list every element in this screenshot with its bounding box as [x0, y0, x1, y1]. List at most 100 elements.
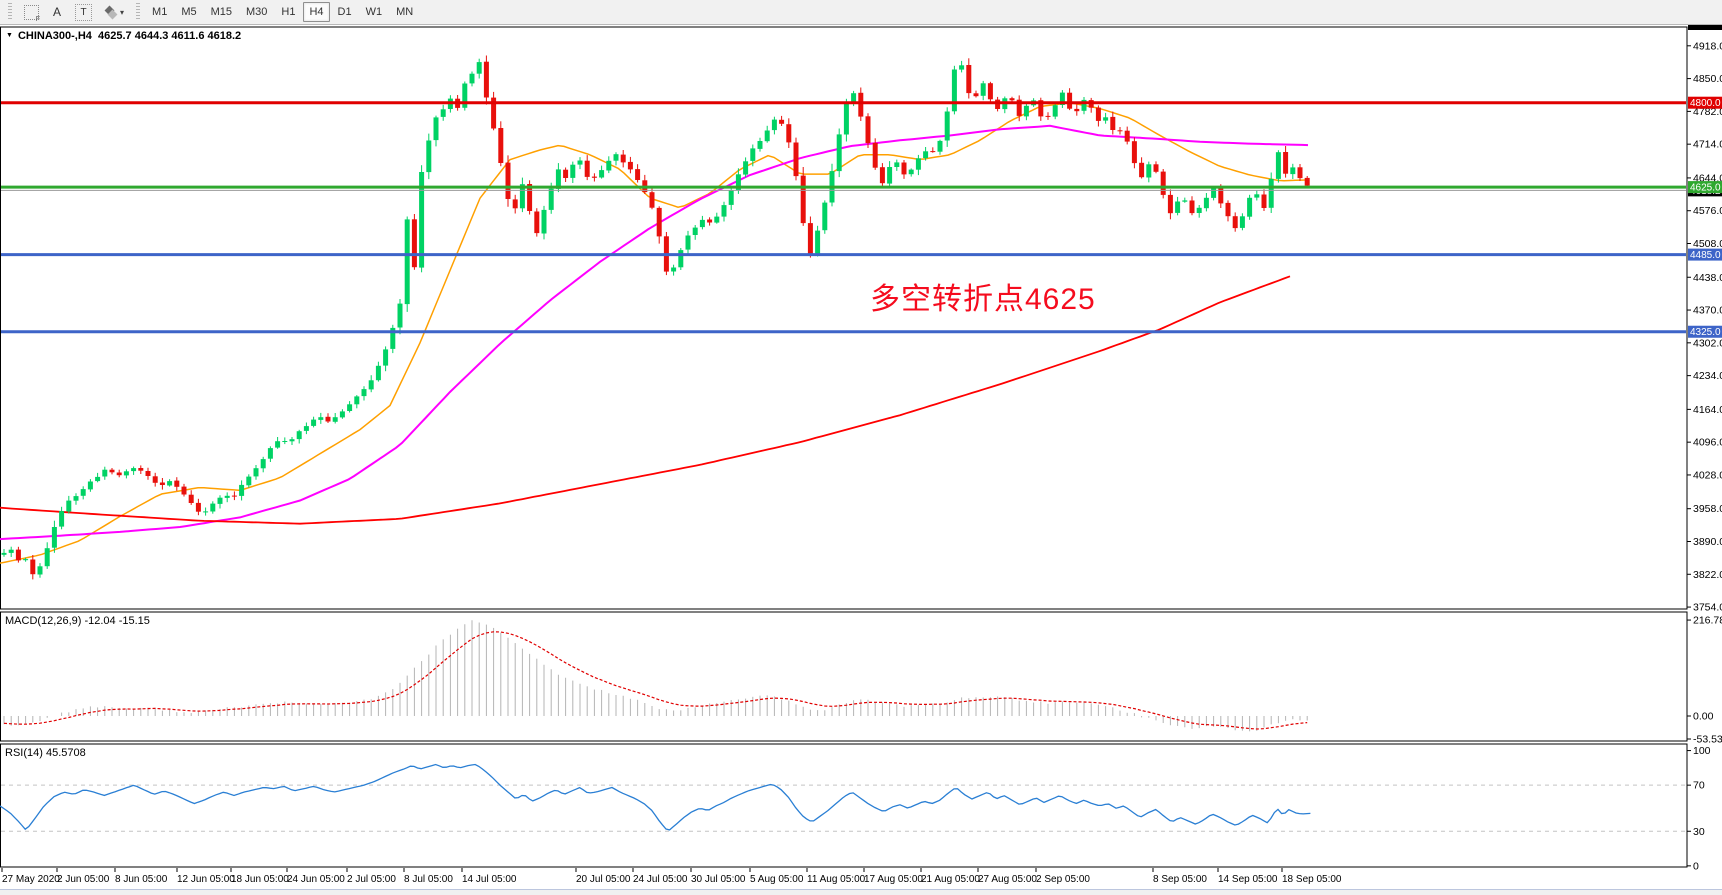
- candle-body: [73, 496, 79, 501]
- candle-body: [800, 175, 806, 224]
- candle-body: [1139, 162, 1145, 178]
- price-tick-label: 4576.0: [1693, 205, 1722, 217]
- candle-body: [858, 92, 864, 117]
- shapes-tool-button[interactable]: ▾: [100, 2, 130, 22]
- candle-body: [555, 169, 561, 189]
- candle-body: [109, 469, 115, 473]
- candle-body: [757, 141, 763, 149]
- candle-body: [1189, 200, 1195, 214]
- candle-body: [368, 380, 374, 390]
- candle-body: [1009, 98, 1015, 101]
- candle-body: [987, 83, 993, 100]
- candle-body: [1211, 187, 1217, 198]
- price-tick-label: 4918.0: [1693, 40, 1722, 52]
- text-label-tool-button[interactable]: A: [47, 2, 67, 22]
- candle-body: [59, 511, 65, 527]
- time-tick-label: 27 Aug 05:00: [978, 874, 1037, 885]
- candle-body: [527, 184, 533, 211]
- candle-body: [1095, 107, 1101, 121]
- candle-body: [786, 124, 792, 143]
- candle-body: [635, 169, 641, 180]
- candle-body: [210, 503, 216, 512]
- toolbar-grip[interactable]: [136, 3, 141, 21]
- price-tick-label: 4438.0: [1693, 272, 1722, 284]
- timeframe-button-M15[interactable]: M15: [210, 6, 232, 18]
- candle-body: [570, 164, 576, 178]
- status-strip: [0, 889, 1722, 895]
- timeframe-button-W1[interactable]: W1: [365, 6, 383, 18]
- candle-body: [685, 235, 691, 250]
- candle-body: [1304, 177, 1310, 186]
- candle-body: [246, 476, 252, 486]
- candle-body: [1067, 92, 1073, 109]
- candle-body: [1225, 202, 1231, 217]
- candle-body: [15, 549, 21, 561]
- candle-body: [563, 169, 569, 178]
- candle-body: [469, 73, 475, 84]
- candle-body: [1275, 152, 1281, 179]
- price-tick-label: 4028.0: [1693, 469, 1722, 481]
- rsi-tick-label: 70: [1693, 780, 1705, 792]
- candle-body: [390, 327, 396, 349]
- candle-body: [462, 83, 468, 108]
- candle-body: [1239, 216, 1245, 228]
- candle-body: [1117, 130, 1123, 132]
- chart-canvas[interactable]: 4918.04850.04782.04714.04644.04576.04508…: [0, 25, 1722, 895]
- candle-body: [440, 109, 446, 117]
- time-tick-label: 8 Sep 05:00: [1153, 874, 1207, 885]
- chevron-down-icon: ▾: [120, 7, 125, 17]
- candle-body: [51, 527, 57, 548]
- candle-body: [1182, 200, 1188, 202]
- time-tick-label: 20 Jul 05:00: [576, 874, 631, 885]
- candle-body: [512, 199, 518, 209]
- price-tick-label: 3958.0: [1693, 503, 1722, 515]
- candle-body: [678, 250, 684, 268]
- candle-body: [217, 497, 223, 504]
- candle-body: [419, 172, 425, 268]
- price-tick-label: 4782.0: [1693, 106, 1722, 118]
- price-tick-label: 3754.0: [1693, 602, 1722, 614]
- candle-body: [311, 419, 317, 426]
- timeframe-button-H4[interactable]: H4: [303, 2, 330, 22]
- candle-body: [735, 174, 741, 191]
- candle-body: [282, 441, 288, 442]
- candle-body: [887, 167, 893, 184]
- svg-text:4485.0: 4485.0: [1690, 250, 1721, 261]
- timeframe-button-MN[interactable]: MN: [396, 6, 414, 18]
- timeframe-button-M1[interactable]: M1: [152, 6, 168, 18]
- candle-body: [541, 209, 547, 234]
- timeframe-button-D1[interactable]: D1: [337, 6, 352, 18]
- candle-body: [224, 495, 230, 498]
- rsi-line: [0, 763, 1311, 831]
- timeframe-button-M5[interactable]: M5: [181, 6, 197, 18]
- macd-indicator: 216.78 0.00 -53.53: [3, 615, 1722, 746]
- time-tick-label: 21 Aug 05:00: [921, 874, 980, 885]
- candle-body: [620, 154, 626, 163]
- time-tick-label: 24 Jul 05:00: [633, 874, 688, 885]
- text-tool-button[interactable]: T: [69, 2, 98, 22]
- text-tool-icon: T: [75, 3, 93, 21]
- time-tick-label: 2 Sep 05:00: [1036, 874, 1090, 885]
- candle-body: [123, 471, 129, 476]
- figure-tool-button[interactable]: F: [18, 2, 45, 23]
- candle-body: [771, 119, 777, 131]
- candle-body: [476, 62, 482, 74]
- candle-body: [764, 130, 770, 142]
- candle-body: [231, 495, 237, 497]
- toolbar-grip[interactable]: [8, 3, 12, 21]
- time-tick-label: 17 Aug 05:00: [864, 874, 923, 885]
- candle-body: [1268, 178, 1274, 208]
- timeframe-button-H1[interactable]: H1: [281, 6, 296, 18]
- timeframe-button-M30[interactable]: M30: [246, 6, 268, 18]
- candle-body: [404, 219, 410, 305]
- text-label-icon: A: [53, 5, 62, 19]
- candle-body: [1232, 216, 1238, 229]
- candle-body: [930, 151, 936, 153]
- hline-price-tag: 4800.0: [1688, 96, 1722, 109]
- candle-body: [656, 207, 662, 237]
- candle-body: [728, 190, 734, 205]
- candle-body: [743, 161, 749, 175]
- candle-body: [1, 552, 7, 555]
- candle-body: [1254, 194, 1260, 198]
